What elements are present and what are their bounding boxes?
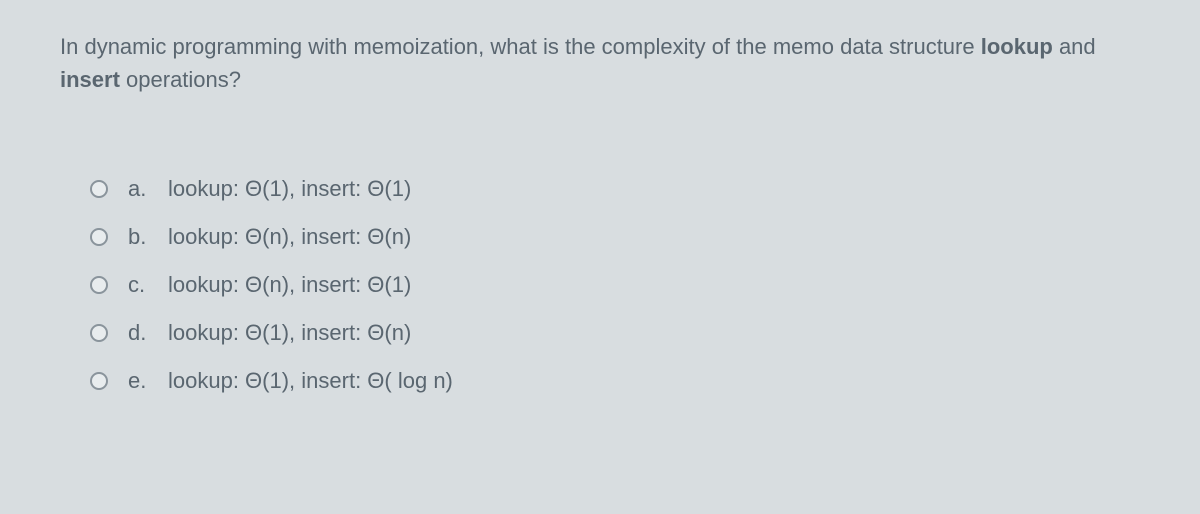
question-mid: and bbox=[1053, 34, 1096, 59]
option-row-e[interactable]: e. lookup: Θ(1), insert: Θ( log n) bbox=[90, 368, 1140, 394]
question-part1: In dynamic programming with memoization,… bbox=[60, 34, 981, 59]
option-text-c: lookup: Θ(n), insert: Θ(1) bbox=[168, 272, 411, 298]
option-letter-e: e. bbox=[128, 368, 158, 394]
option-text-b: lookup: Θ(n), insert: Θ(n) bbox=[168, 224, 411, 250]
radio-e[interactable] bbox=[90, 372, 108, 390]
question-text: In dynamic programming with memoization,… bbox=[60, 30, 1140, 96]
radio-c[interactable] bbox=[90, 276, 108, 294]
option-letter-a: a. bbox=[128, 176, 158, 202]
radio-a[interactable] bbox=[90, 180, 108, 198]
option-row-a[interactable]: a. lookup: Θ(1), insert: Θ(1) bbox=[90, 176, 1140, 202]
option-text-a: lookup: Θ(1), insert: Θ(1) bbox=[168, 176, 411, 202]
option-row-c[interactable]: c. lookup: Θ(n), insert: Θ(1) bbox=[90, 272, 1140, 298]
option-letter-d: d. bbox=[128, 320, 158, 346]
radio-b[interactable] bbox=[90, 228, 108, 246]
option-text-e: lookup: Θ(1), insert: Θ( log n) bbox=[168, 368, 453, 394]
question-part2: operations? bbox=[120, 67, 241, 92]
question-bold1: lookup bbox=[981, 34, 1053, 59]
options-list: a. lookup: Θ(1), insert: Θ(1) b. lookup:… bbox=[60, 176, 1140, 394]
option-row-d[interactable]: d. lookup: Θ(1), insert: Θ(n) bbox=[90, 320, 1140, 346]
question-bold2: insert bbox=[60, 67, 120, 92]
question-container: In dynamic programming with memoization,… bbox=[60, 30, 1140, 394]
option-row-b[interactable]: b. lookup: Θ(n), insert: Θ(n) bbox=[90, 224, 1140, 250]
option-letter-c: c. bbox=[128, 272, 158, 298]
option-letter-b: b. bbox=[128, 224, 158, 250]
radio-d[interactable] bbox=[90, 324, 108, 342]
option-text-d: lookup: Θ(1), insert: Θ(n) bbox=[168, 320, 411, 346]
